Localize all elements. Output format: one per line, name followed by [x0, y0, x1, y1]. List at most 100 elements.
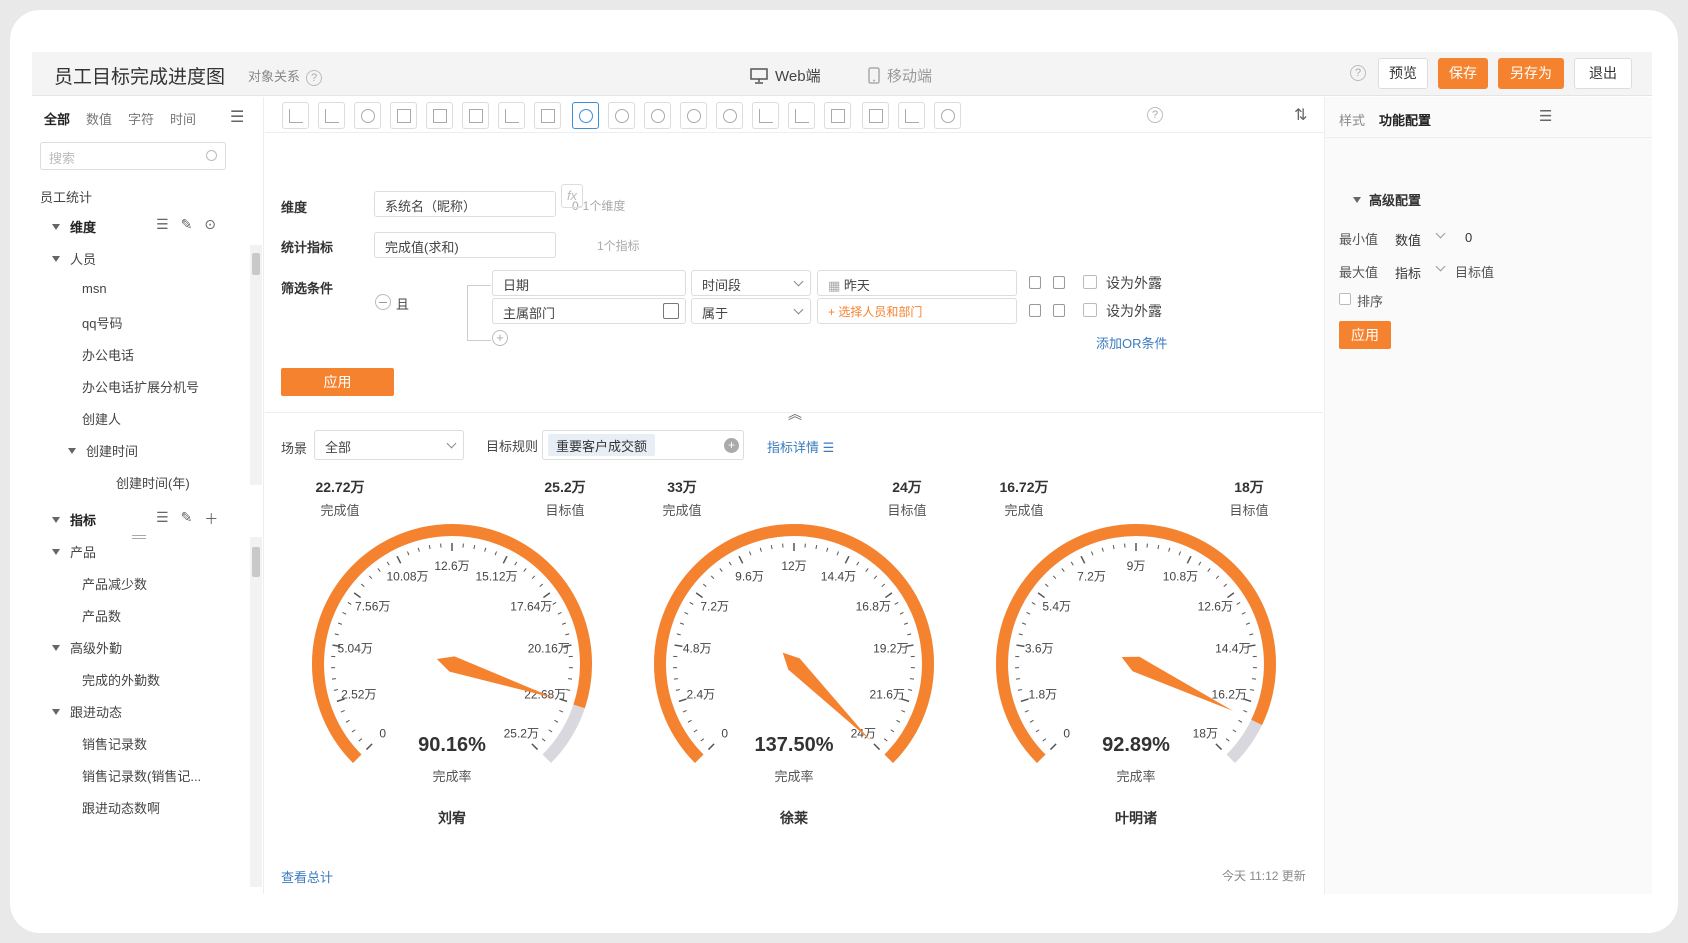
trash-icon[interactable] [1053, 304, 1065, 317]
indent-list-icon[interactable]: ☰ [156, 216, 169, 232]
add-rule-icon[interactable]: + [724, 438, 739, 453]
object-relation-link[interactable]: 对象关系? [248, 66, 323, 86]
indent-list-icon[interactable]: ☰ [156, 509, 169, 525]
caret-down-icon[interactable] [68, 448, 76, 454]
tree-node-person[interactable]: 人员 [52, 249, 96, 268]
chevron-down-icon[interactable] [1435, 261, 1446, 272]
chart-funnel2-icon[interactable] [426, 102, 453, 129]
swap-axis-icon[interactable]: ⇅ [1294, 107, 1308, 124]
chart-scatter-icon[interactable] [898, 102, 925, 129]
chart-globe-icon[interactable] [680, 102, 707, 129]
chart-column-icon[interactable] [752, 102, 779, 129]
chart-bubble-icon[interactable] [716, 102, 743, 129]
add-icon[interactable]: ＋ [204, 511, 219, 527]
filter2-operator[interactable]: 属于 [691, 298, 811, 324]
scrollbar-thumb[interactable] [252, 253, 260, 275]
chart-radar-icon[interactable] [934, 102, 961, 129]
tree-leaf[interactable]: 办公电话 [82, 348, 135, 363]
add-or-condition-link[interactable]: 添加OR条件 [1096, 336, 1168, 351]
formula-fx-icon[interactable]: fx [561, 184, 583, 208]
tree-leaf[interactable]: 完成的外勤数 [82, 673, 161, 688]
tab-string[interactable]: 字符 [128, 112, 155, 127]
caret-down-icon[interactable] [52, 709, 60, 715]
help-icon[interactable]: ? [1147, 107, 1163, 123]
panel-split-handle[interactable] [132, 535, 146, 539]
tree-leaf[interactable]: 销售记录数 [82, 737, 148, 752]
filter1-operator[interactable]: 时间段 [691, 270, 811, 296]
chart-funnel-icon[interactable] [390, 102, 417, 129]
caret-down-icon[interactable] [52, 517, 60, 523]
filter1-value[interactable]: ▦ 昨天 [817, 270, 1017, 296]
collapse-up-icon[interactable]: ︽ [788, 406, 802, 422]
and-toggle-icon[interactable] [375, 294, 391, 310]
caret-down-icon[interactable] [52, 224, 60, 230]
sort-checkbox[interactable] [1339, 293, 1351, 305]
panel-collapse-icon[interactable]: ☰ [1539, 108, 1553, 125]
lock-icon[interactable] [1029, 276, 1041, 289]
caret-down-icon[interactable] [1353, 197, 1361, 203]
preview-button[interactable]: 预览 [1378, 58, 1428, 89]
filter2-field[interactable]: 主属部门 [492, 298, 686, 324]
device-mobile-tab[interactable]: 移动端 [868, 65, 932, 86]
edit-icon[interactable]: ✎ [180, 509, 193, 525]
metric-detail-link[interactable]: 指标详情 ☰ [767, 437, 834, 456]
chart-card-icon[interactable] [534, 102, 561, 129]
expose-checkbox-2[interactable] [1083, 303, 1097, 317]
save-as-button[interactable]: 另存为 [1498, 58, 1564, 89]
list-menu-icon[interactable]: ☰ [230, 109, 245, 126]
tree-node-dimension[interactable]: 维度 [52, 217, 96, 236]
metric-field[interactable]: 完成值(求和) [374, 232, 556, 258]
chart-pie-icon[interactable] [354, 102, 381, 129]
chart-line-icon[interactable] [318, 102, 345, 129]
help-icon[interactable]: ? [1350, 65, 1366, 81]
tree-node-create-time[interactable]: 创建时间 [68, 441, 138, 460]
tree-leaf[interactable]: 创建人 [82, 412, 122, 427]
tree-leaf[interactable]: 办公电话扩展分机号 [82, 380, 200, 395]
chart-table-icon[interactable] [462, 102, 489, 129]
org-picker-icon[interactable] [663, 303, 679, 319]
chart-gauge-icon[interactable] [572, 102, 599, 129]
scrollbar-thumb[interactable] [252, 547, 260, 577]
tab-function-config[interactable]: 功能配置 [1379, 113, 1432, 128]
tree-leaf[interactable]: msn [82, 281, 107, 296]
chart-pivot-icon[interactable] [862, 102, 889, 129]
tree-leaf[interactable]: 销售记录数(销售记... [82, 769, 202, 784]
tab-all[interactable]: 全部 [44, 112, 71, 127]
dimension-field[interactable]: 系统名（昵称） [374, 191, 556, 217]
filter1-field[interactable]: 日期 [492, 270, 686, 296]
filter2-value[interactable]: + 选择人员和部门 [817, 298, 1017, 324]
view-total-link[interactable]: 查看总计 [281, 870, 334, 885]
chart-bar-icon[interactable] [282, 102, 309, 129]
field-search-input[interactable]: 搜索 [40, 142, 226, 170]
tree-node-field-work[interactable]: 高级外勤 [52, 638, 122, 657]
chart-combo-icon[interactable] [498, 102, 525, 129]
tree-leaf[interactable]: 创建时间(年) [116, 476, 190, 491]
help-icon[interactable]: ? [306, 69, 323, 86]
min-type-select[interactable]: 数值 [1395, 233, 1422, 248]
device-web-tab[interactable]: Web端 [750, 65, 821, 86]
tree-leaf[interactable]: qq号码 [82, 316, 123, 331]
trash-icon[interactable] [1053, 276, 1065, 289]
max-value-select[interactable]: 目标值 [1455, 265, 1495, 280]
chart-map-region-icon[interactable] [644, 102, 671, 129]
settings-icon[interactable]: ⊙ [204, 216, 217, 232]
add-condition-icon[interactable]: + [492, 330, 508, 346]
chart-area-icon[interactable] [788, 102, 815, 129]
chart-rank-icon[interactable] [824, 102, 851, 129]
lock-icon[interactable] [1029, 304, 1041, 317]
caret-down-icon[interactable] [52, 645, 60, 651]
max-type-select[interactable]: 指标 [1395, 266, 1422, 281]
edit-icon[interactable]: ✎ [180, 216, 193, 232]
chart-map-cn-icon[interactable] [608, 102, 635, 129]
caret-down-icon[interactable] [52, 549, 60, 555]
tab-number[interactable]: 数值 [86, 112, 113, 127]
advanced-config-header[interactable]: 高级配置 [1353, 190, 1421, 209]
tree-node-metric[interactable]: 指标 [52, 510, 96, 529]
expose-checkbox-1[interactable] [1083, 275, 1097, 289]
chevron-down-icon[interactable] [1435, 228, 1446, 239]
tree-node-follow-up[interactable]: 跟进动态 [52, 702, 122, 721]
tree-leaf[interactable]: 产品减少数 [82, 577, 148, 592]
tab-style[interactable]: 样式 [1339, 113, 1366, 128]
save-button[interactable]: 保存 [1438, 58, 1488, 89]
tree-leaf[interactable]: 跟进动态数啊 [82, 801, 161, 816]
